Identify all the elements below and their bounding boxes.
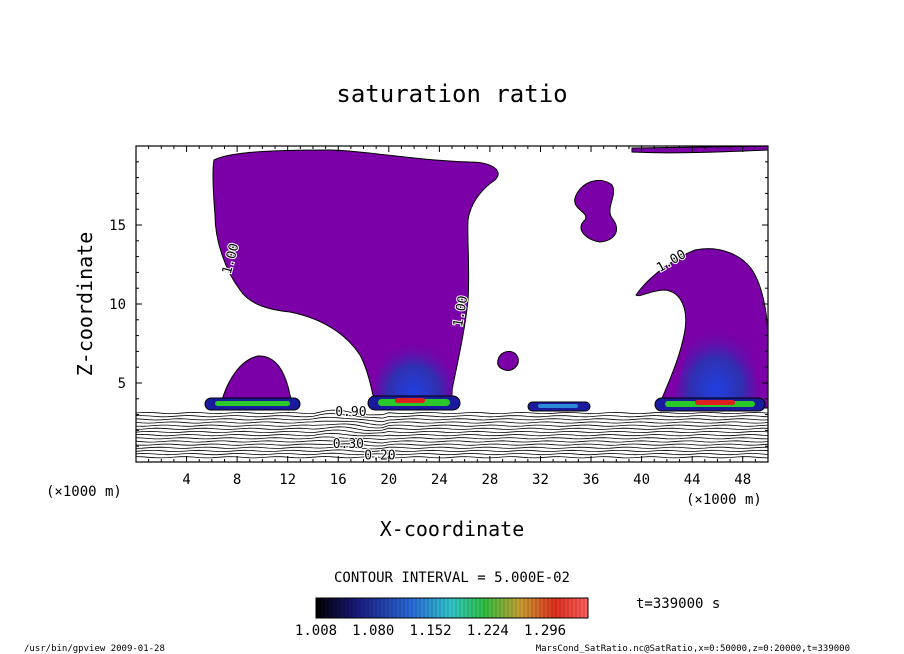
contour-line	[136, 436, 768, 441]
cloud-base-22km-red	[395, 398, 425, 403]
contour-line	[136, 440, 768, 444]
colorbar-tick-label: 1.008	[295, 623, 337, 639]
saturated-strip-top	[631, 146, 768, 154]
x-tick-label: 32	[532, 472, 549, 488]
x-tick-label: 20	[380, 472, 397, 488]
contour-line	[136, 429, 768, 434]
x-tick-label: 16	[330, 472, 347, 488]
subsaturated-contours	[136, 409, 768, 459]
x-tick-label: 48	[734, 472, 751, 488]
contour-line	[136, 443, 768, 447]
x-unit-right: (×1000 m)	[686, 492, 762, 508]
x-tick-label: 28	[481, 472, 498, 488]
cloud-base-46km-red	[695, 400, 735, 405]
y-tick-label: 5	[118, 376, 126, 392]
contour-line	[136, 416, 768, 423]
y-tick-label: 15	[109, 218, 126, 234]
x-tick-label: 4	[182, 472, 190, 488]
contour-line	[136, 452, 768, 456]
x-unit-left: (×1000 m)	[46, 484, 122, 500]
colorbar-tick-label: 1.152	[409, 623, 451, 639]
contour-line	[136, 413, 768, 419]
x-tick-label: 24	[431, 472, 448, 488]
colorbar	[315, 597, 589, 619]
cloud-base-8km-green	[215, 401, 290, 406]
footer-right: MarsCond_SatRatio.nc@SatRatio,x=0:50000,…	[536, 644, 850, 654]
contour-label: 0.20	[364, 449, 395, 464]
cloud-plume-20km	[372, 317, 455, 405]
cloud-base-32km-cyan	[538, 404, 578, 408]
contour-interval: CONTOUR INTERVAL = 5.000E-02	[334, 570, 570, 586]
contour-line	[136, 426, 768, 432]
colorbar-tick-label: 1.224	[467, 623, 509, 639]
contour-line	[136, 432, 768, 437]
plot-area: 1.001.001.000.200.300.90	[136, 146, 768, 464]
saturated-blob-36km	[574, 180, 617, 243]
contour-line	[136, 446, 768, 450]
x-axis-label: X-coordinate	[380, 517, 525, 541]
contour-label: 0.30	[333, 437, 364, 452]
time-label: t=339000 s	[636, 596, 720, 612]
footer-left: /usr/bin/gpview 2009-01-28	[24, 644, 165, 654]
colorbar-ticks: 1.008 1.080 1.152 1.224 1.296	[295, 623, 566, 639]
contour-line	[136, 409, 768, 416]
colorbar-tick-label: 1.296	[524, 623, 566, 639]
x-tick-label: 44	[684, 472, 701, 488]
saturated-blob-9km	[209, 355, 294, 406]
contour-label: 1.00	[451, 295, 471, 328]
contour-line	[136, 449, 768, 453]
colorbar-stripes	[319, 598, 585, 618]
colorbar-tick-label: 1.080	[352, 623, 394, 639]
saturated-blob-30km	[497, 351, 519, 371]
cloud-plume-46km	[672, 300, 760, 405]
x-tick-label: 8	[233, 472, 241, 488]
y-axis-label: Z-coordinate	[73, 232, 97, 377]
contour-label: 0.90	[335, 405, 366, 420]
x-tick-label: 36	[583, 472, 600, 488]
y-axis: 5 10 15	[109, 145, 768, 463]
chart-title: saturation ratio	[336, 80, 567, 108]
contour-line	[136, 423, 768, 429]
x-axis: 4 8 12 16 20 24 28 32 36 40 44 48	[135, 146, 769, 488]
contour-line	[136, 456, 768, 459]
contour-line	[136, 420, 768, 426]
x-tick-label: 40	[633, 472, 650, 488]
x-tick-label: 12	[279, 472, 296, 488]
y-tick-label: 10	[109, 297, 126, 313]
